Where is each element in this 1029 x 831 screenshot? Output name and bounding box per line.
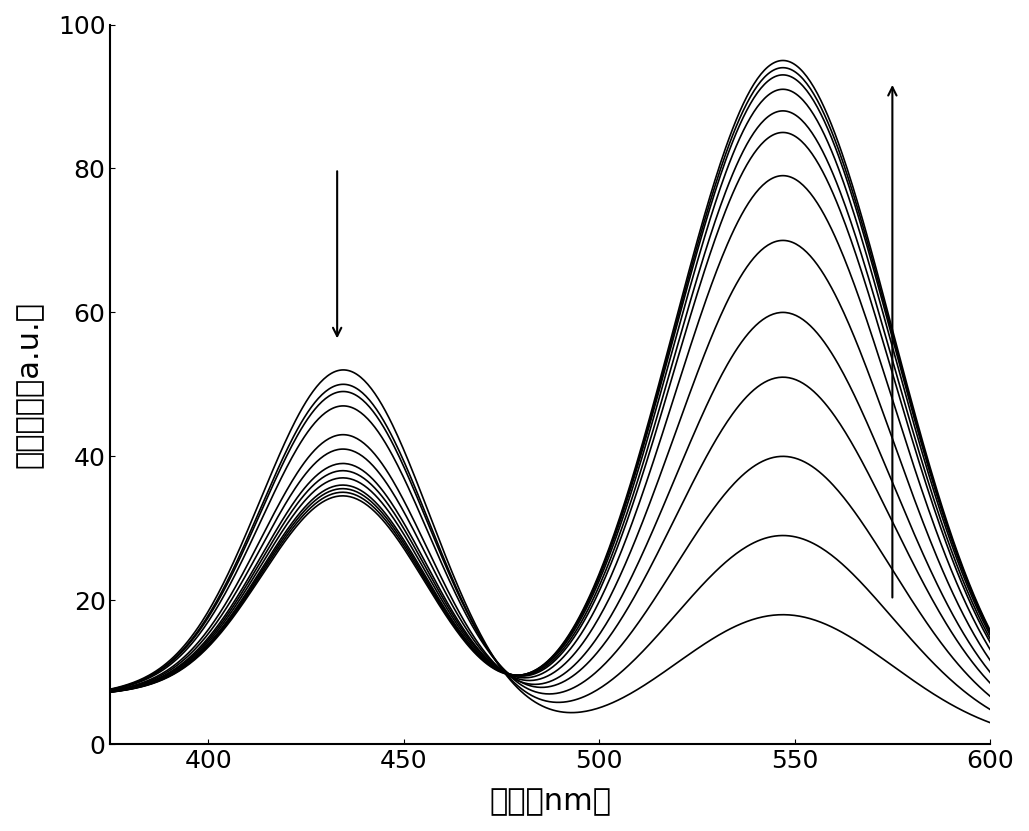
X-axis label: 波长（nm）: 波长（nm）	[489, 787, 611, 816]
Y-axis label: 荧光强度（a.u.）: 荧光强度（a.u.）	[15, 301, 44, 468]
